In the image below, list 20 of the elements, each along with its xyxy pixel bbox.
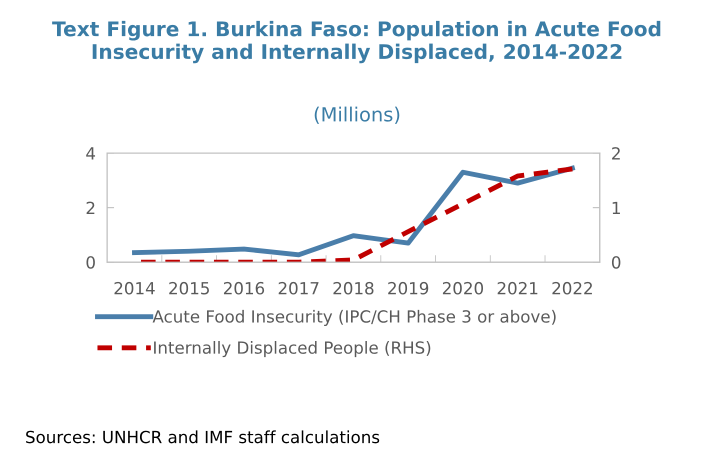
x-tick-label: 2020 [442,282,484,295]
x-tick-label: 2015 [169,282,209,295]
legend-label: Acute Food Insecurity (IPC/CH Phase 3 or above) [152,310,556,326]
y-tick-label: 2 [86,202,94,214]
legend-label: Internally Displaced People (RHS) [154,341,430,358]
x-tick-label: 2022 [552,282,592,295]
x-tick-label: 2019 [388,282,428,295]
x-tick-label: 2017 [278,282,318,295]
x-tick-label: 2016 [224,282,264,295]
x-tick-label: 2014 [114,282,155,295]
x-tick-label: 2021 [498,282,538,295]
chart-title: Text Figure 1. Burkina Faso: Population in Acute Food Insecurity and Internally Displaced, 2014-2022 [52,20,660,64]
y-tick-label: 0 [86,256,95,269]
y2-tick-label: 1 [612,202,620,214]
y2-tick-label: 2 [612,147,620,160]
chart-subtitle: (Millions) [314,106,400,124]
y-tick-label: 4 [86,147,96,160]
source-note: Sources: UNHCR and IMF staff calculations [26,430,380,444]
y2-tick-label: 0 [612,256,620,269]
x-tick-label: 2018 [333,282,374,295]
